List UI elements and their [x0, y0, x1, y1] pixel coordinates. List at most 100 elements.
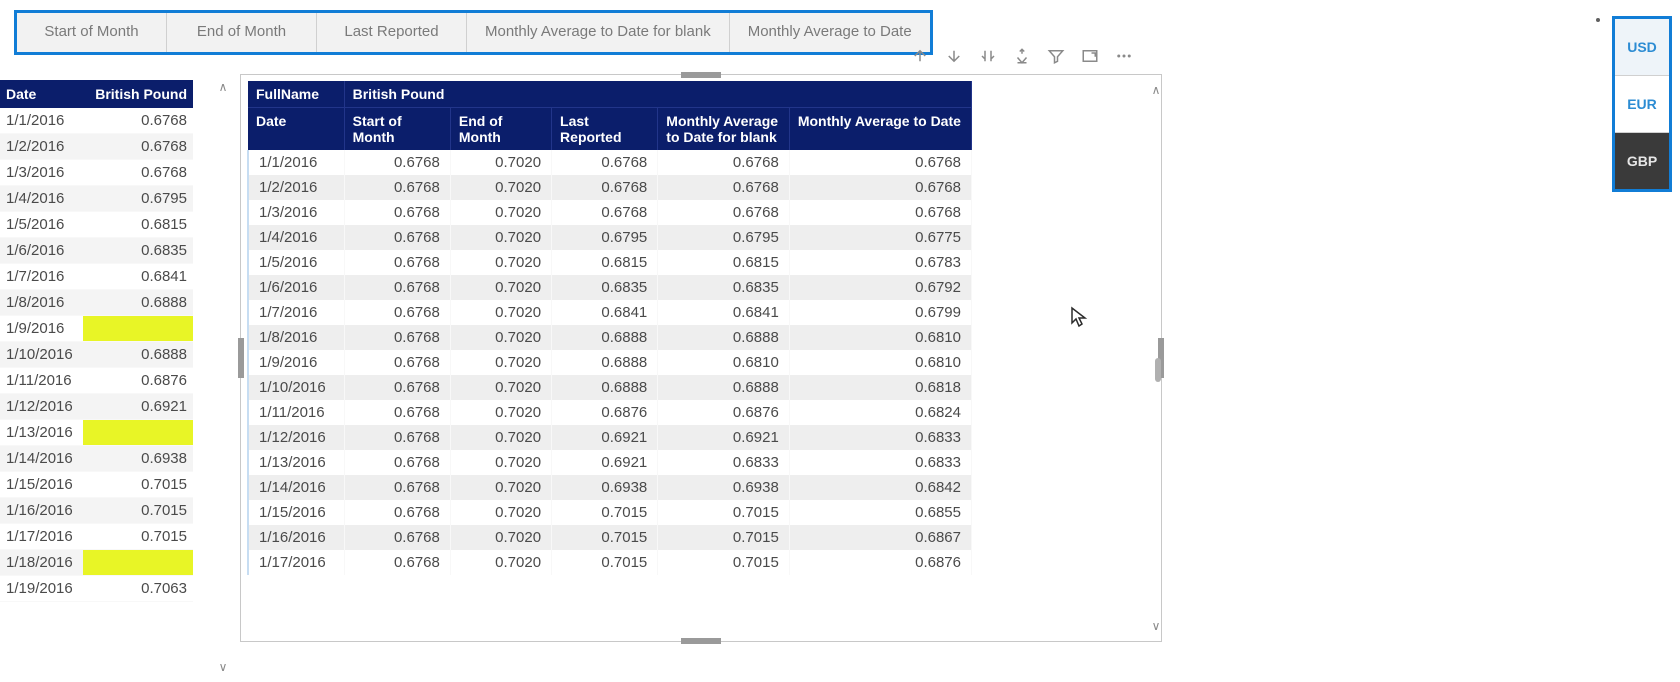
table-row[interactable]: 1/2/20160.67680.70200.67680.67680.6768	[248, 175, 972, 200]
table-row[interactable]: 1/7/20160.6841	[0, 264, 193, 290]
cell-date: 1/12/2016	[0, 394, 83, 420]
cell-value: 0.7020	[450, 225, 551, 250]
slicer-item-last-reported[interactable]: Last Reported	[317, 13, 467, 52]
currency-slicer[interactable]: USD EUR GBP	[1612, 16, 1672, 192]
left-col-date[interactable]: Date	[0, 80, 83, 108]
cell-date: 1/10/2016	[248, 375, 344, 400]
expand-next-level-icon[interactable]	[978, 46, 998, 66]
cell-value: 0.7020	[450, 450, 551, 475]
focus-mode-icon[interactable]	[1080, 46, 1100, 66]
left-table-scrollbar[interactable]: ∧ ∨	[215, 80, 231, 674]
currency-item-usd[interactable]: USD	[1615, 19, 1669, 76]
currency-item-eur[interactable]: EUR	[1615, 76, 1669, 133]
table-row[interactable]: 1/3/20160.67680.70200.67680.67680.6768	[248, 200, 972, 225]
table-row[interactable]: 1/11/20160.6876	[0, 368, 193, 394]
scroll-down-icon[interactable]: ∨	[1148, 619, 1164, 633]
table-row[interactable]: 1/10/20160.67680.70200.68880.68880.6818	[248, 375, 972, 400]
cell-date: 1/3/2016	[248, 200, 344, 225]
slicer-item-monthly-avg[interactable]: Monthly Average to Date	[730, 13, 930, 52]
left-col-value[interactable]: British Pound	[83, 80, 193, 108]
scroll-up-icon[interactable]: ∧	[1148, 83, 1164, 97]
matrix-scrollbar[interactable]: ∧ ∨	[1148, 83, 1164, 633]
table-row[interactable]: 1/18/2016	[0, 550, 193, 576]
table-row[interactable]: 1/9/2016	[0, 316, 193, 342]
cell-value: 0.6768	[344, 300, 450, 325]
table-row[interactable]: 1/9/20160.67680.70200.68880.68100.6810	[248, 350, 972, 375]
slicer-item-start-of-month[interactable]: Start of Month	[17, 13, 167, 52]
cell-value: 0.6792	[789, 275, 971, 300]
table-row[interactable]: 1/7/20160.67680.70200.68410.68410.6799	[248, 300, 972, 325]
table-row[interactable]: 1/5/20160.6815	[0, 212, 193, 238]
table-row[interactable]: 1/6/20160.67680.70200.68350.68350.6792	[248, 275, 972, 300]
cell-value: 0.6768	[344, 200, 450, 225]
left-rate-table[interactable]: Date British Pound 1/1/20160.67681/2/201…	[0, 80, 193, 682]
cell-value: 0.7020	[450, 300, 551, 325]
cell-value: 0.6888	[83, 342, 193, 368]
table-row[interactable]: 1/3/20160.6768	[0, 160, 193, 186]
scroll-up-icon[interactable]: ∧	[215, 80, 231, 94]
table-row[interactable]: 1/10/20160.6888	[0, 342, 193, 368]
cell-date: 1/8/2016	[0, 290, 83, 316]
resize-handle-bottom[interactable]	[681, 638, 721, 644]
scrollbar-thumb[interactable]	[1155, 358, 1161, 382]
table-row[interactable]: 1/8/20160.6888	[0, 290, 193, 316]
cell-value: 0.6768	[344, 275, 450, 300]
currency-item-gbp[interactable]: GBP	[1615, 133, 1669, 189]
matrix-col-0[interactable]: Start of Month	[344, 108, 450, 151]
table-row[interactable]: 1/13/20160.67680.70200.69210.68330.6833	[248, 450, 972, 475]
matrix-visual[interactable]: FullName British Pound Date Start of Mon…	[240, 74, 1162, 642]
table-row[interactable]: 1/4/20160.67680.70200.67950.67950.6775	[248, 225, 972, 250]
cell-value: 0.6824	[789, 400, 971, 425]
cell-date: 1/7/2016	[248, 300, 344, 325]
table-row[interactable]: 1/8/20160.67680.70200.68880.68880.6810	[248, 325, 972, 350]
table-row[interactable]: 1/19/20160.7063	[0, 576, 193, 602]
table-row[interactable]: 1/16/20160.67680.70200.70150.70150.6867	[248, 525, 972, 550]
matrix-field-value[interactable]: British Pound	[344, 81, 971, 108]
expand-all-icon[interactable]	[1012, 46, 1032, 66]
matrix-field-label[interactable]: FullName	[248, 81, 344, 108]
cell-value: 0.6921	[552, 450, 658, 475]
table-row[interactable]: 1/16/20160.7015	[0, 498, 193, 524]
cell-value: 0.6841	[552, 300, 658, 325]
scroll-down-icon[interactable]: ∨	[215, 660, 231, 674]
filter-icon[interactable]	[1046, 46, 1066, 66]
resize-handle-left[interactable]	[238, 338, 244, 378]
cell-date: 1/11/2016	[248, 400, 344, 425]
drill-up-icon[interactable]	[910, 46, 930, 66]
cell-value: 0.6876	[658, 400, 790, 425]
slicer-item-end-of-month[interactable]: End of Month	[167, 13, 317, 52]
cell-value: 0.6876	[789, 550, 971, 575]
table-row[interactable]: 1/5/20160.67680.70200.68150.68150.6783	[248, 250, 972, 275]
table-row[interactable]: 1/6/20160.6835	[0, 238, 193, 264]
table-row[interactable]: 1/17/20160.7015	[0, 524, 193, 550]
table-row[interactable]: 1/11/20160.67680.70200.68760.68760.6824	[248, 400, 972, 425]
matrix-row-header[interactable]: Date	[248, 108, 344, 151]
matrix-col-2[interactable]: Last Reported	[552, 108, 658, 151]
cell-value: 0.7015	[83, 524, 193, 550]
table-row[interactable]: 1/12/20160.6921	[0, 394, 193, 420]
table-row[interactable]: 1/2/20160.6768	[0, 134, 193, 160]
table-row[interactable]: 1/17/20160.67680.70200.70150.70150.6876	[248, 550, 972, 575]
resize-handle-top[interactable]	[681, 72, 721, 78]
measure-slicer[interactable]: Start of Month End of Month Last Reporte…	[14, 10, 933, 55]
drill-down-icon[interactable]	[944, 46, 964, 66]
cell-value: 0.6810	[789, 325, 971, 350]
table-row[interactable]: 1/14/20160.67680.70200.69380.69380.6842	[248, 475, 972, 500]
slicer-item-monthly-avg-blank[interactable]: Monthly Average to Date for blank	[467, 13, 730, 52]
matrix-col-3[interactable]: Monthly Average to Date for blank	[658, 108, 790, 151]
table-row[interactable]: 1/13/2016	[0, 420, 193, 446]
table-row[interactable]: 1/12/20160.67680.70200.69210.69210.6833	[248, 425, 972, 450]
cell-value: 0.6815	[552, 250, 658, 275]
table-row[interactable]: 1/14/20160.6938	[0, 446, 193, 472]
more-options-icon[interactable]	[1114, 46, 1134, 66]
matrix-col-4[interactable]: Monthly Average to Date	[789, 108, 971, 151]
table-row[interactable]: 1/1/20160.67680.70200.67680.67680.6768	[248, 150, 972, 175]
cell-value: 0.7020	[450, 500, 551, 525]
matrix-table[interactable]: FullName British Pound Date Start of Mon…	[247, 81, 972, 575]
table-row[interactable]: 1/15/20160.7015	[0, 472, 193, 498]
cell-value: 0.6768	[344, 450, 450, 475]
table-row[interactable]: 1/15/20160.67680.70200.70150.70150.6855	[248, 500, 972, 525]
matrix-col-1[interactable]: End of Month	[450, 108, 551, 151]
table-row[interactable]: 1/1/20160.6768	[0, 108, 193, 134]
table-row[interactable]: 1/4/20160.6795	[0, 186, 193, 212]
